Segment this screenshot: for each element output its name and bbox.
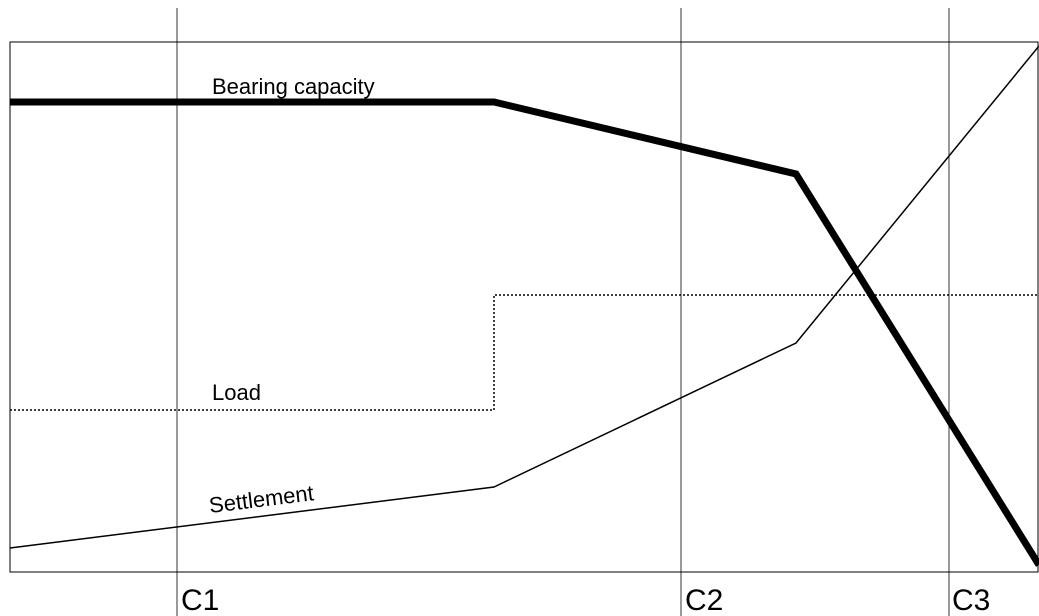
frame [9,41,1039,573]
section-label: C1 [181,584,219,616]
curve-label: Bearing capacity [212,74,375,99]
section-label: C3 [952,584,990,616]
curve-label: Load [212,380,261,405]
section-label: C2 [685,584,723,616]
settlement-curve [9,45,1039,549]
load-curve [10,294,1039,411]
bearing-capacity-curve [10,98,1039,567]
